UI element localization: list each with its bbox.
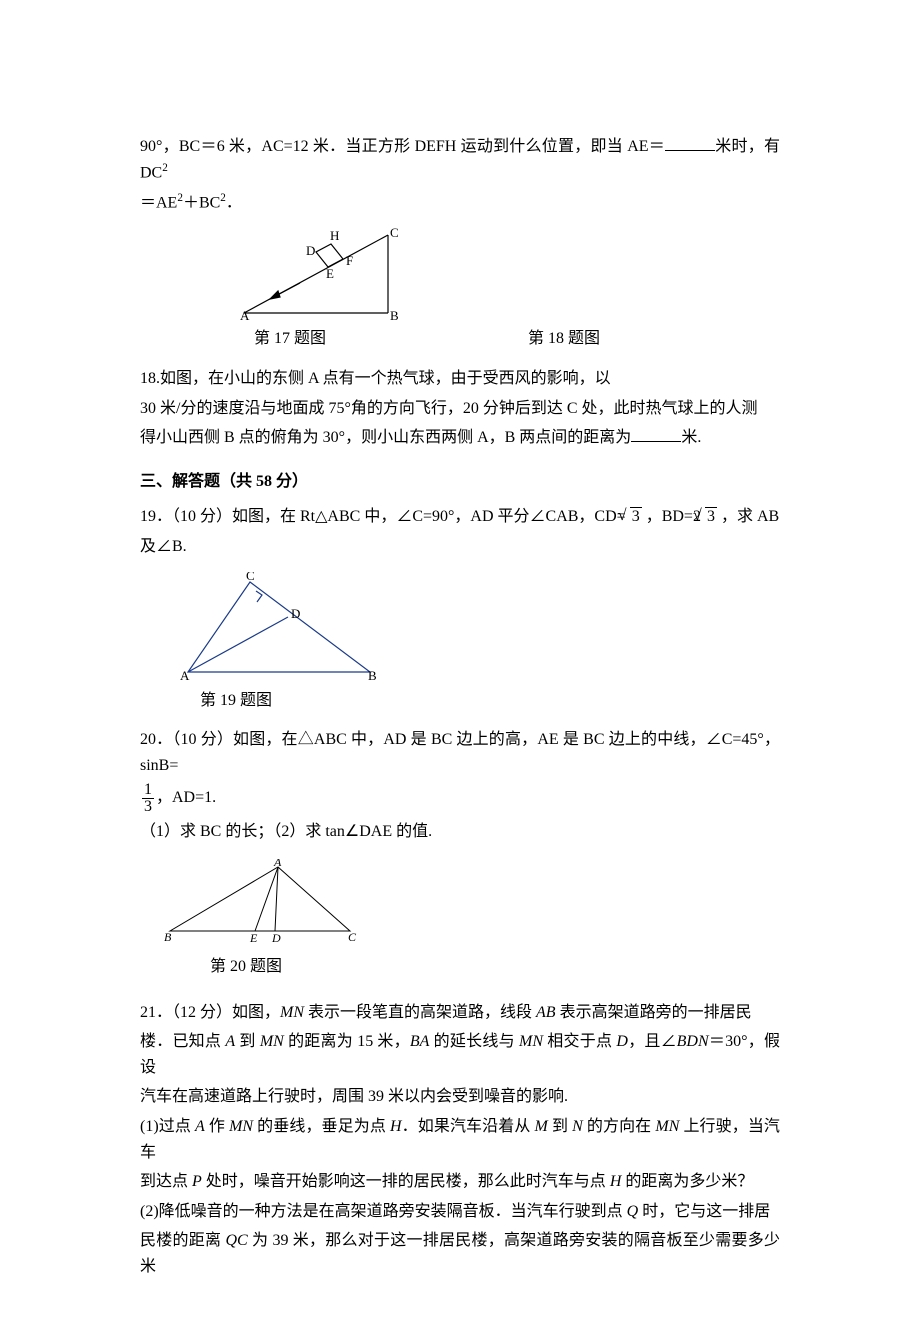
q17-caption: 第 17 题图 (140, 326, 440, 352)
q18-line2: 30 米/分的速度沿与地面成 75°角的方向飞行，20 分钟后到达 C 处，此时… (140, 396, 780, 422)
svg-text:B: B (368, 668, 377, 682)
q21-line1: 21．（12 分）如图，MN 表示一段笔直的高架道路，线段 AB 表示高架道路旁… (140, 1000, 780, 1026)
q19-caption: 第 19 题图 (200, 688, 780, 714)
q20-caption: 第 20 题图 (210, 954, 780, 980)
q20-line1: 20．（10 分）如图，在△ABC 中，AD 是 BC 边上的高，AE 是 BC… (140, 727, 780, 778)
svg-text:D: D (306, 243, 315, 258)
svg-text:C: C (246, 572, 255, 583)
q17-text-d: ＋BC (183, 194, 220, 211)
caption-row-17-18: 第 17 题图 第 18 题图 (140, 326, 780, 352)
q19-sqrt1: 3 (626, 504, 642, 530)
q21-part2b: 民楼的距离 QC 为 39 米，那么对于这一排居民楼，高架道路旁安装的隔音板至少… (140, 1228, 780, 1279)
q19-sqrt2: 3 (701, 504, 717, 530)
q17-line1: 90°，BC＝6 米，AC=12 米．当正方形 DEFH 运动到什么位置，即当 … (140, 134, 780, 186)
svg-text:C: C (348, 930, 357, 944)
svg-text:D: D (271, 931, 281, 944)
q17-figure: A B C D E F H (240, 225, 780, 320)
q19-line2: 及∠B. (140, 534, 780, 560)
svg-text:A: A (180, 668, 190, 682)
sup-2a: 2 (162, 162, 168, 174)
q20-line1b: 13，AD=1. (140, 782, 780, 815)
q20-frac: 13 (142, 782, 154, 815)
q20-line1b-text: ，AD=1. (156, 790, 216, 807)
q17-text-c: ＝AE (140, 194, 177, 211)
q18-line1: 18.如图，在小山的东侧 A 点有一个热气球，由于受西风的影响，以 (140, 366, 780, 392)
q17-text-a: 90°，BC＝6 米，AC=12 米．当正方形 DEFH 运动到什么位置，即当 … (140, 138, 665, 155)
q19-figure: A B C D (180, 572, 780, 682)
svg-text:F: F (346, 253, 353, 268)
svg-text:A: A (273, 859, 282, 869)
q21-line2: 楼．已知点 A 到 MN 的距离为 15 米，BA 的延长线与 MN 相交于点 … (140, 1029, 780, 1080)
q21-line3: 汽车在高速道路上行驶时，周围 39 米以内会受到噪音的影响. (140, 1084, 780, 1110)
q21-part2a: (2)降低噪音的一种方法是在高架道路旁安装隔音板．当汽车行驶到点 Q 时，它与这… (140, 1199, 780, 1225)
q18-line3b: 米. (681, 429, 701, 446)
q19-text-b: ，BD= (646, 508, 693, 525)
q19-text-a: 19．（10 分）如图，在 Rt△ABC 中，∠C=90°，AD 平分∠CAB，… (140, 508, 626, 525)
q19-line1: 19．（10 分）如图，在 Rt△ABC 中，∠C=90°，AD 平分∠CAB，… (140, 504, 780, 530)
q21-part1b: 到达点 P 处时，噪音开始影响这一排的居民楼，那么此时汽车与点 H 的距离为多少… (140, 1169, 780, 1195)
q17-svg: A B C D E F H (240, 225, 400, 320)
section3-title: 三、解答题（共 58 分） (140, 469, 780, 495)
q17-blank (665, 134, 715, 151)
svg-text:A: A (240, 308, 250, 320)
q17-line2: ＝AE2＋BC2． (140, 190, 780, 216)
q20-line2: （1）求 BC 的长；（2）求 tan∠DAE 的值. (140, 819, 780, 845)
svg-text:D: D (291, 606, 300, 621)
q18-blank (631, 425, 681, 442)
svg-text:B: B (164, 930, 172, 944)
svg-text:E: E (249, 931, 258, 944)
q21-part1a: (1)过点 A 作 MN 的垂线，垂足为点 H．如果汽车沿着从 M 到 N 的方… (140, 1114, 780, 1165)
q18-caption: 第 18 题图 (464, 326, 664, 352)
q19-text-c: ，求 AB (721, 508, 779, 525)
q18-line3a: 得小山西侧 B 点的俯角为 30°，则小山东西两侧 A，B 两点间的距离为 (140, 429, 631, 446)
q18-line3: 得小山西侧 B 点的俯角为 30°，则小山东西两侧 A，B 两点间的距离为 米. (140, 425, 780, 451)
q20-figure: A B C D E (160, 859, 780, 944)
sup-2c: 2 (220, 192, 226, 204)
svg-text:C: C (390, 225, 399, 240)
q19-svg: A B C D (180, 572, 380, 682)
svg-text:B: B (390, 308, 399, 320)
svg-text:E: E (326, 266, 334, 281)
q20-svg: A B C D E (160, 859, 360, 944)
svg-text:H: H (330, 228, 339, 243)
